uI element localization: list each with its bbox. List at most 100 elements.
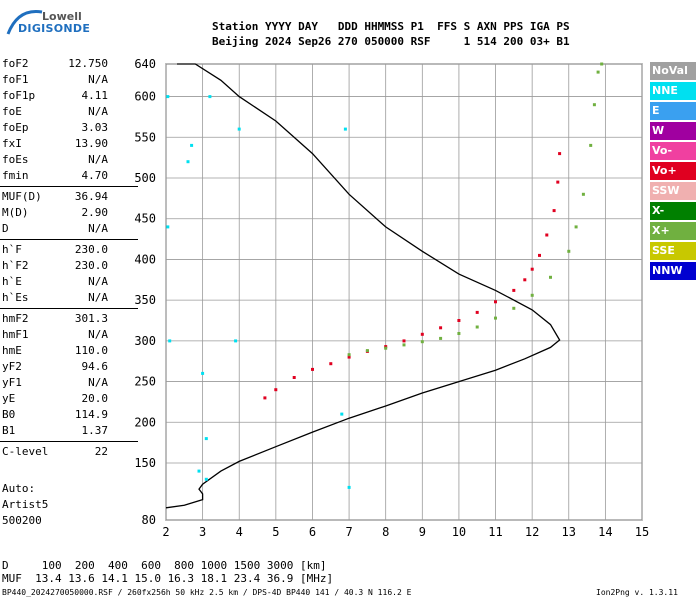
param-value: 36.94: [74, 190, 108, 203]
param-value: N/A: [88, 291, 108, 304]
trace-point: [197, 469, 201, 473]
param-label: foF1: [2, 73, 29, 86]
trace-point: [329, 362, 333, 366]
param-separator: [0, 308, 138, 309]
legend-item: E: [650, 102, 696, 120]
auto-label: Auto:: [2, 482, 36, 495]
param-value: N/A: [88, 153, 108, 166]
trace-point: [166, 95, 170, 99]
param-row: yE 20.0: [0, 391, 138, 407]
trace-point: [439, 336, 443, 340]
trace-point: [347, 485, 351, 489]
param-label: foF1p: [2, 89, 36, 102]
legend: NoVal NNE E W Vo- Vo+ SSW X- X+ SSE NNW: [650, 62, 696, 282]
y-tick-label: 600: [134, 90, 156, 104]
legend-item: Vo-: [650, 142, 696, 160]
trace-point: [567, 249, 571, 253]
x-tick-label: 11: [488, 525, 502, 539]
param-value: 1.37: [81, 424, 109, 437]
trace-point: [343, 127, 347, 131]
legend-item: NNE: [650, 82, 696, 100]
param-value: N/A: [88, 376, 108, 389]
trace-point: [402, 339, 406, 343]
trace-point: [168, 339, 172, 343]
x-tick-label: 9: [419, 525, 426, 539]
param-row: foEs N/A: [0, 152, 138, 168]
trace-point: [311, 367, 314, 371]
param-label: fxI: [2, 137, 22, 150]
trace-point: [292, 376, 296, 379]
auto-code: 500200: [2, 514, 42, 527]
param-value: 3.03: [81, 121, 109, 134]
param-label: B0: [2, 408, 16, 421]
trace-point: [574, 225, 578, 229]
x-tick-label: 15: [635, 525, 649, 539]
param-row: h`F2 230.0: [0, 258, 138, 274]
trace-point: [545, 233, 549, 237]
param-label: D: [2, 222, 9, 235]
param-row: hmF2 301.3: [0, 311, 138, 327]
legend-item: Vo+: [650, 162, 696, 180]
y-tick-label: 200: [134, 415, 156, 429]
trace-point: [384, 345, 388, 349]
param-separator: [0, 239, 138, 240]
trace-point: [512, 288, 516, 292]
muf-table-row1: D 100 200 400 600 800 1000 1500 3000 [km…: [2, 559, 327, 572]
trace-point: [556, 180, 560, 184]
y-tick-label: 300: [134, 334, 156, 348]
plot-frame: [165, 63, 643, 521]
param-value: 22: [94, 445, 108, 458]
param-row: h`F 230.0: [0, 242, 138, 258]
trace-point: [457, 319, 461, 322]
param-row: D N/A: [0, 221, 138, 237]
trace-point: [494, 300, 497, 304]
trace-point: [475, 325, 479, 329]
param-value: N/A: [88, 222, 108, 235]
param-label: hmE: [2, 344, 22, 357]
trace-point: [523, 278, 527, 282]
param-label: MUF(D): [2, 190, 42, 203]
x-tick-label: 14: [598, 525, 612, 539]
legend-item: NoVal: [650, 62, 696, 80]
param-row: fmin 4.70: [0, 168, 138, 184]
trace-point: [592, 103, 596, 107]
trace-point: [420, 332, 424, 336]
param-value: 20.0: [81, 392, 109, 405]
x-tick-label: 4: [236, 525, 243, 539]
trace-point: [204, 477, 208, 481]
trace-point: [538, 253, 541, 257]
x-tick-label: 12: [525, 525, 539, 539]
trace-point: [600, 62, 604, 66]
param-row: h`Es N/A: [0, 290, 138, 306]
trace-point: [552, 209, 556, 213]
param-row: foE N/A: [0, 104, 138, 120]
trace-point: [201, 371, 205, 375]
y-tick-label: 500: [134, 171, 156, 185]
logo-line1: Lowell: [42, 10, 82, 23]
trace-point: [494, 316, 497, 320]
param-label: C-level: [2, 445, 49, 458]
logo-arc-icon: [6, 9, 43, 35]
param-row: hmE 110.0: [0, 343, 138, 359]
trace-point: [384, 346, 388, 350]
param-value: N/A: [88, 328, 108, 341]
param-label: hmF2: [2, 312, 29, 325]
trace-point: [475, 310, 479, 314]
trace-point: [204, 437, 208, 441]
param-label: h`F: [2, 243, 22, 256]
trace-point: [186, 160, 190, 164]
nh-profile-line: [165, 63, 561, 509]
trace-point: [263, 396, 267, 400]
param-label: B1: [2, 424, 16, 437]
param-row: M(D) 2.90: [0, 205, 138, 221]
param-separator: [0, 441, 138, 442]
x-tick-label: 13: [562, 525, 576, 539]
param-value: 12.750: [68, 57, 108, 70]
param-label: foE: [2, 105, 22, 118]
param-row: B0 114.9: [0, 407, 138, 423]
trace-point: [365, 349, 369, 353]
trace-point: [237, 127, 241, 131]
trace-point: [549, 275, 552, 279]
trace-point: [166, 225, 170, 229]
